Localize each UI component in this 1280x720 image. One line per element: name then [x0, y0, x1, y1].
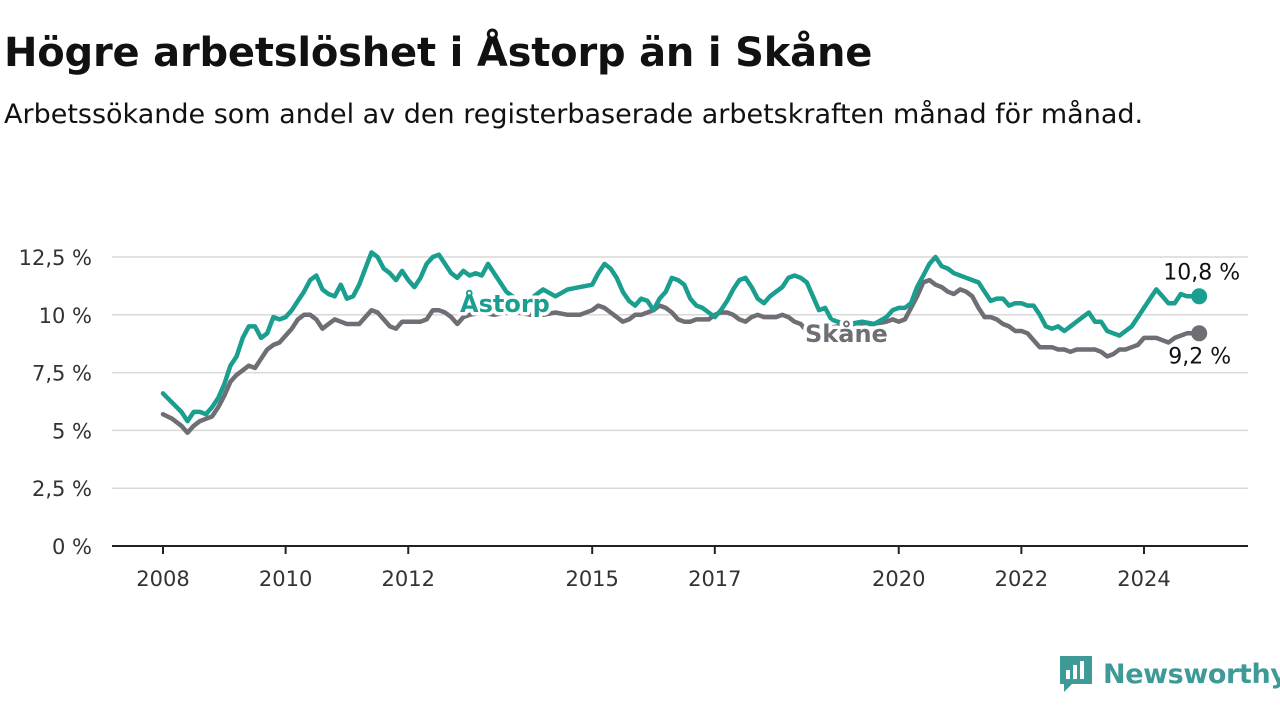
end-point-0 [1191, 288, 1208, 305]
x-tick-label: 2020 [872, 567, 925, 591]
x-tick-label: 2024 [1117, 567, 1170, 591]
end-point-1 [1191, 325, 1208, 342]
y-axis-ticks: 0 % 2,5 % 5 % 7,5 % 10 % 12,5 % [19, 246, 92, 559]
x-tick-label: 2008 [136, 567, 189, 591]
y-tick-label: 5 % [52, 419, 92, 443]
y-tick-label: 7,5 % [32, 362, 92, 386]
x-tick-label: 2022 [995, 567, 1048, 591]
x-tick-label: 2017 [688, 567, 741, 591]
series-label-astorp: Åstorp [460, 289, 550, 318]
chart-subtitle: Arbetssökande som andel av den registerb… [4, 99, 1144, 130]
end-label-astorp: 10,8 % [1163, 260, 1240, 285]
series-lines [160, 250, 1208, 435]
x-tick-label: 2012 [382, 567, 435, 591]
y-tick-label: 0 % [52, 535, 92, 559]
y-tick-label: 10 % [39, 304, 92, 328]
chart-title: Högre arbetslöshet i Åstorp än i Skåne [4, 30, 873, 76]
x-axis: 2008 2010 2012 2015 2017 2020 2022 2024 [112, 545, 1248, 591]
y-tick-label: 12,5 % [19, 246, 92, 270]
y-tick-label: 2,5 % [32, 477, 92, 501]
end-label-skane: 9,2 % [1168, 344, 1231, 369]
newsworthy-logo-icon [1060, 656, 1092, 692]
series-label-skane: Skåne [805, 319, 888, 348]
gridlines [112, 256, 1248, 489]
logo-text: Newsworthy [1103, 658, 1280, 690]
newsworthy-logo: Newsworthy [1058, 654, 1280, 694]
series-line-1 [160, 277, 1202, 435]
x-tick-label: 2015 [565, 567, 618, 591]
series-line-0 [160, 250, 1202, 424]
series-labels: Åstorp Skåne 10,8 % 9,2 % [457, 260, 1241, 369]
x-tick-label: 2010 [259, 567, 312, 591]
